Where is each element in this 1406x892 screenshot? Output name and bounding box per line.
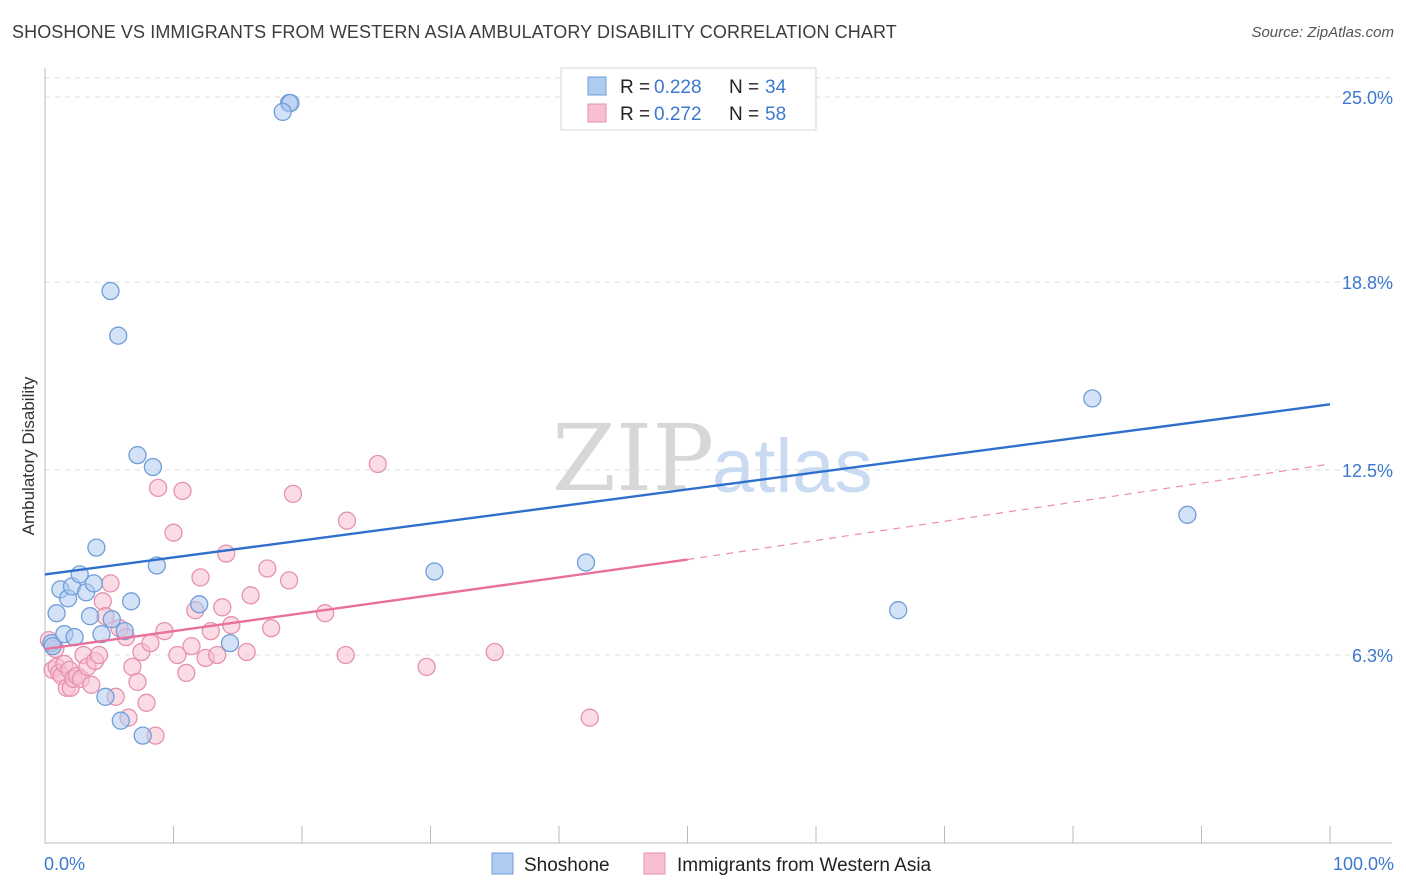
point-shoshone-29 [220,633,240,653]
legend-n-value-shoshone: 34 [765,77,787,98]
y-tick-label-1: 12.5% [1342,461,1393,481]
point-western-asia-28 [137,693,156,712]
point-western-asia-46 [237,642,256,662]
point-shoshone-11 [84,574,103,593]
point-shoshone-20 [133,726,152,745]
x-tick-label-max: 100.0% [1333,854,1394,874]
trend-line-western-asia-projection [687,463,1331,561]
trend-line-shoshone [44,403,1331,576]
point-shoshone-14 [96,687,115,706]
point-shoshone-12 [87,538,106,557]
point-western-asia-42 [208,645,227,665]
series-label-shoshone: Shoshone [524,855,610,876]
point-western-asia-56 [417,657,436,677]
point-western-asia-44 [217,544,236,563]
point-shoshone-15 [102,610,121,629]
legend-n-label-shoshone: N = [729,77,759,98]
point-western-asia-26 [128,672,147,692]
point-shoshone-24 [101,281,120,301]
series-legend: Shoshone Immigrants from Western Asia [491,852,932,876]
legend-r-value-western-asia: 0.272 [654,104,702,125]
axes [44,68,1392,844]
watermark: ZIP atlas [552,405,873,512]
point-western-asia-57 [485,642,504,662]
point-shoshone-25 [109,326,128,345]
point-western-asia-53 [337,511,357,530]
point-western-asia-47 [241,586,260,605]
point-shoshone-17 [115,621,134,641]
point-western-asia-52 [315,604,335,623]
data-points [39,93,1197,745]
point-western-asia-54 [336,645,355,665]
point-western-asia-45 [222,616,241,635]
y-tick-label-0: 6.3% [1352,646,1393,666]
legend-swatch-shoshone [587,76,607,96]
point-shoshone-13 [92,624,111,644]
point-western-asia-36 [177,663,196,683]
point-western-asia-33 [164,523,183,542]
point-western-asia-35 [173,481,192,501]
watermark-atlas: atlas [712,424,873,509]
series-swatch-shoshone [491,852,514,875]
point-shoshone-28 [273,102,292,122]
legend-swatch-western-asia [587,103,607,123]
point-shoshone-33 [1083,389,1102,408]
point-western-asia-17 [89,645,109,665]
point-shoshone-32 [889,601,908,620]
y-tick-label-3: 25.0% [1342,88,1393,108]
x-tick-label-min: 0.0% [44,854,85,874]
correlation-legend: R = 0.228 N = 34 R = 0.272 N = 58 [560,67,817,131]
point-western-asia-43 [213,598,232,617]
point-western-asia-49 [262,619,281,638]
point-western-asia-48 [258,559,277,578]
trend-line-western-asia [44,558,688,651]
point-shoshone-10 [80,607,100,626]
legend-r-label-shoshone: R = [620,77,650,98]
legend-n-value-western-asia: 58 [765,104,786,125]
point-shoshone-31 [576,553,596,572]
point-western-asia-34 [168,645,187,665]
point-western-asia-50 [279,571,299,590]
point-western-asia-55 [368,454,387,474]
point-shoshone-30 [425,562,444,581]
y-tick-labels: 6.3% 12.5% 18.8% 25.0% [1342,88,1393,666]
x-tick-labels: 0.0% 100.0% [44,854,1394,874]
point-western-asia-31 [148,478,168,498]
series-label-western-asia: Immigrants from Western Asia [677,855,932,876]
point-shoshone-34 [1178,505,1197,524]
series-swatch-western-asia [643,852,666,875]
watermark-zip: ZIP [552,405,714,512]
point-shoshone-18 [121,592,141,611]
point-western-asia-29 [141,633,160,653]
legend-n-label-western-asia: N = [729,104,759,125]
chart-title: SHOSHONE VS IMMIGRANTS FROM WESTERN ASIA… [12,22,897,42]
point-western-asia-15 [82,675,101,694]
point-western-asia-37 [182,636,201,656]
point-shoshone-2 [47,604,66,623]
trend-lines [44,403,1331,651]
point-western-asia-20 [101,574,120,593]
gridlines [45,77,1392,656]
point-western-asia-51 [283,484,303,504]
point-western-asia-58 [580,708,599,727]
point-western-asia-39 [191,568,210,587]
point-western-asia-18 [93,592,112,611]
legend-r-label-western-asia: R = [620,104,650,125]
point-shoshone-23 [190,595,209,614]
y-axis-label: Ambulatory Disability [19,376,38,535]
chart-source: Source: ZipAtlas.com [1251,24,1394,41]
y-tick-label-2: 18.8% [1342,273,1393,293]
point-shoshone-21 [143,457,163,477]
legend-r-value-shoshone: 0.228 [654,77,702,98]
point-shoshone-16 [111,711,130,730]
point-shoshone-19 [128,445,147,465]
